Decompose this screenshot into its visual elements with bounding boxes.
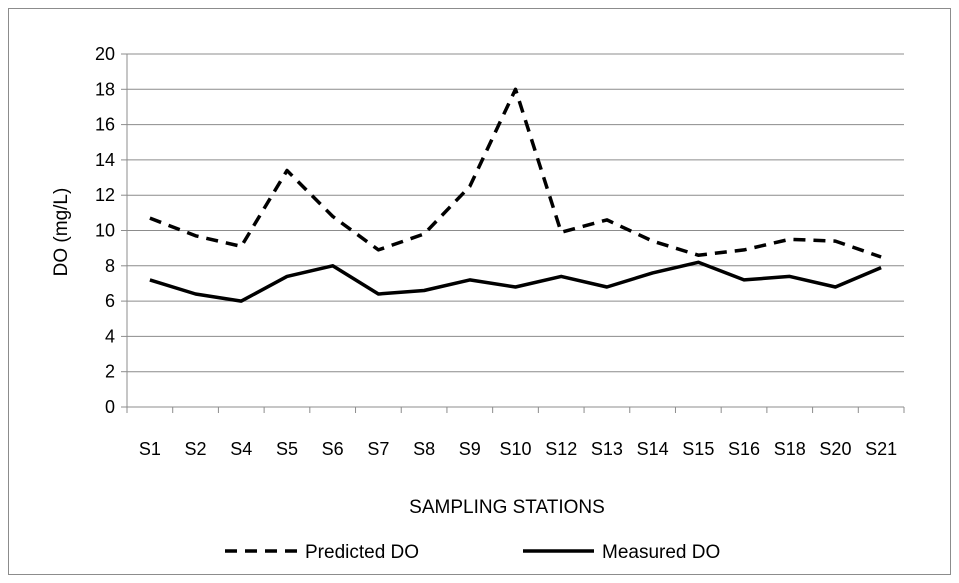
- y-tick-label: 12: [95, 185, 115, 205]
- x-tick-label-s7: S7: [367, 439, 389, 459]
- y-axis-label: DO (mg/L): [51, 188, 72, 277]
- y-tick-label: 10: [95, 221, 115, 241]
- series-lines: [149, 87, 882, 303]
- series-line-predicted-do: [149, 87, 882, 259]
- x-tick-label-s5: S5: [276, 439, 298, 459]
- x-tick-label-s2: S2: [185, 439, 207, 459]
- gridlines: [127, 53, 904, 373]
- x-axis-label: SAMPLING STATIONS: [409, 497, 605, 518]
- y-tick-labels: 0 2 4 6 8 10 12 14 16 18 20: [95, 44, 115, 417]
- x-tick-label-s10: S10: [499, 439, 531, 459]
- y-tick-label: 14: [95, 150, 115, 170]
- x-tick-label-s15: S15: [682, 439, 714, 459]
- x-tick-label-s21: S21: [865, 439, 897, 459]
- x-tick-label-s6: S6: [322, 439, 344, 459]
- series-line-measured-do: [149, 260, 882, 303]
- x-tick-label-s14: S14: [637, 439, 669, 459]
- y-tick-label: 16: [95, 115, 115, 135]
- y-tick-label: 20: [95, 44, 115, 64]
- legend-label-predicted-do: Predicted DO: [305, 542, 419, 563]
- legend: Predicted DO Measured DO: [225, 542, 720, 563]
- x-tick-label-s18: S18: [774, 439, 806, 459]
- y-tick-label: 8: [105, 256, 115, 276]
- y-tick-label: 4: [105, 326, 115, 346]
- axes: [121, 53, 905, 413]
- y-tick-label: 18: [95, 79, 115, 99]
- x-tick-label-s9: S9: [459, 439, 481, 459]
- x-tick-label-s1: S1: [139, 439, 161, 459]
- x-tick-label-s8: S8: [413, 439, 435, 459]
- y-tick-label: 0: [105, 397, 115, 417]
- x-tick-label-s4: S4: [230, 439, 252, 459]
- x-tick-label-s16: S16: [728, 439, 760, 459]
- x-tick-label-s12: S12: [545, 439, 577, 459]
- x-tick-label-s20: S20: [819, 439, 851, 459]
- x-tick-label-s13: S13: [591, 439, 623, 459]
- legend-label-measured-do: Measured DO: [602, 542, 720, 563]
- y-tick-label: 6: [105, 291, 115, 311]
- y-tick-label: 2: [105, 362, 115, 382]
- x-tick-labels: S1 S2 S4 S5 S6 S7 S8 S9 S10 S12 S13 S14 S15 S16 S18 S20…: [139, 439, 897, 459]
- chart-frame: [8, 8, 951, 575]
